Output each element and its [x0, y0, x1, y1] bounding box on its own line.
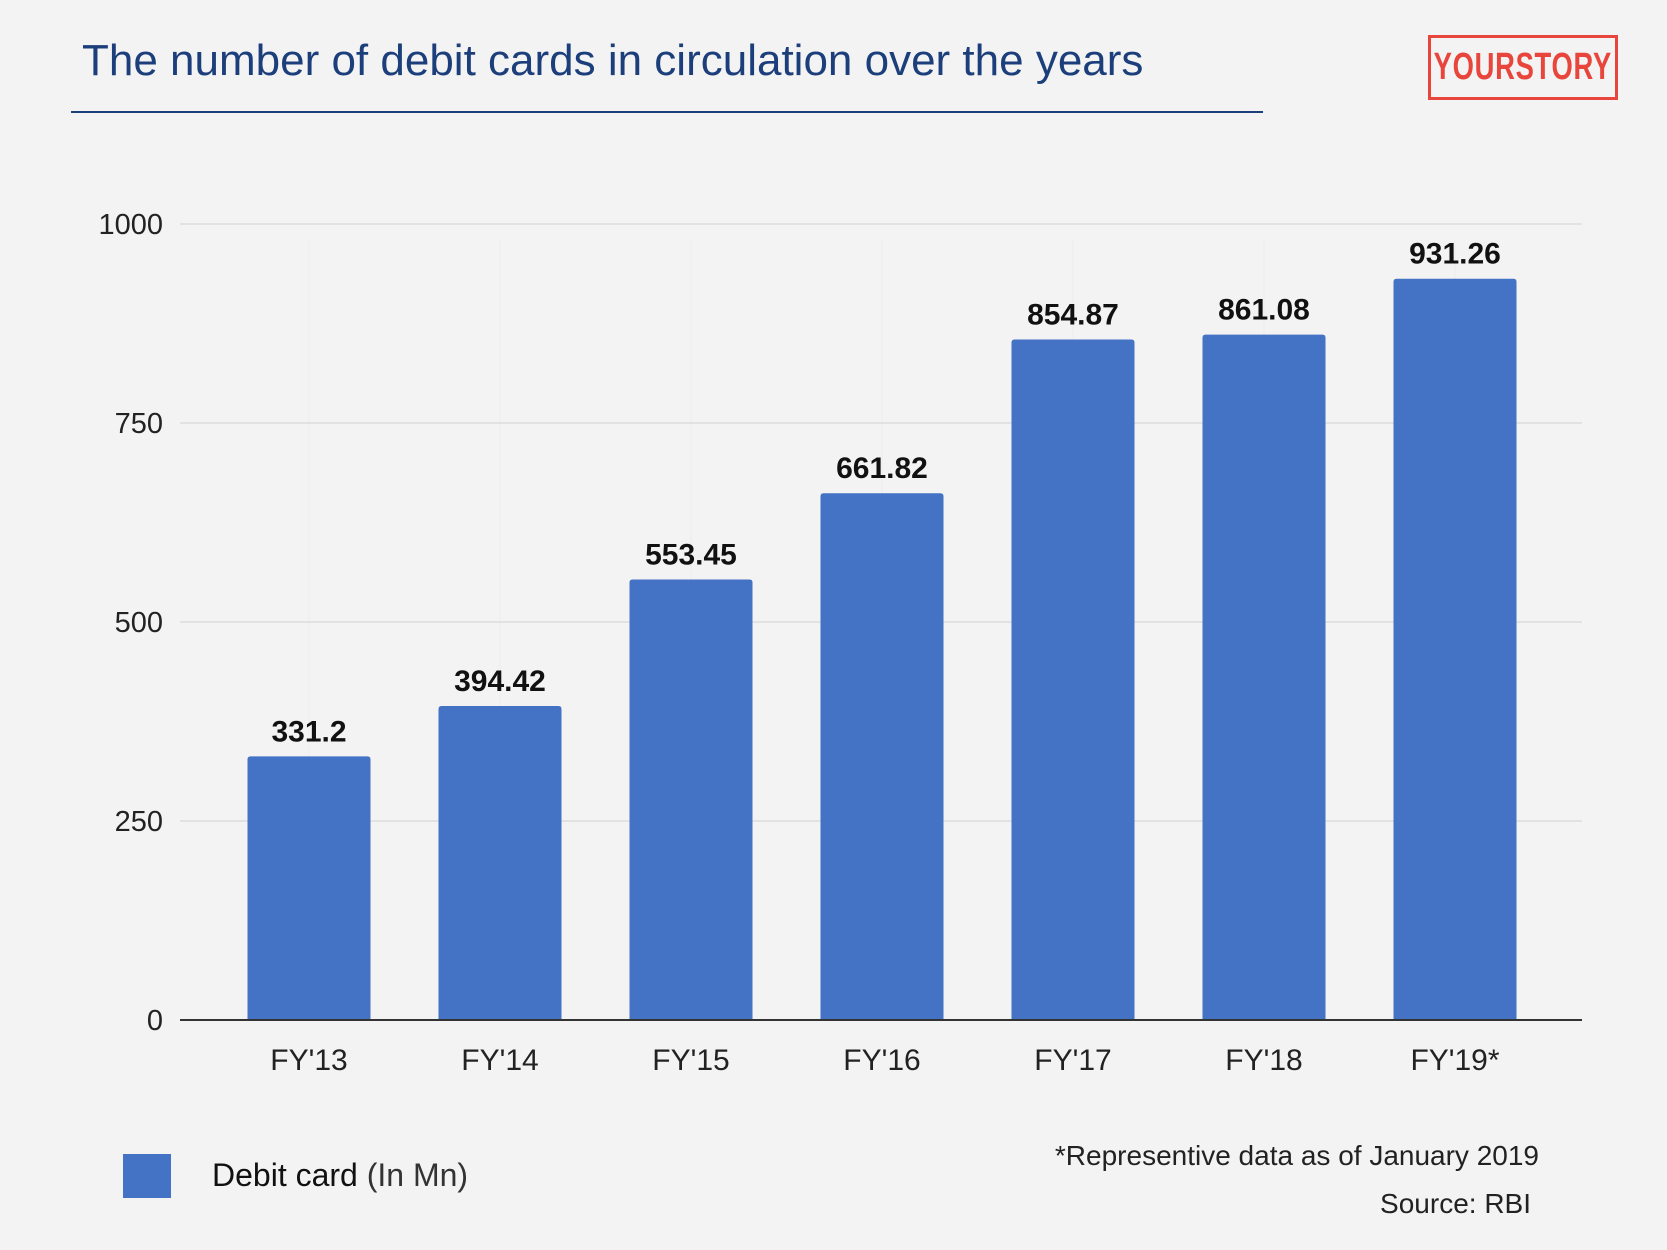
- legend-series-name: Debit card: [212, 1157, 358, 1193]
- data-label: 861.08: [1218, 294, 1310, 327]
- x-tick-label: FY'14: [461, 1044, 538, 1077]
- y-tick-label: 250: [115, 806, 163, 838]
- data-label: 661.82: [836, 452, 928, 485]
- y-tick-label: 750: [115, 408, 163, 440]
- data-label: 931.26: [1409, 238, 1501, 271]
- title-underline: [71, 111, 1263, 113]
- yourstory-logo: YOURSTORY: [1428, 35, 1618, 100]
- y-tick-label: 500: [115, 607, 163, 639]
- bar: [438, 706, 562, 1020]
- x-tick-label: FY'19*: [1410, 1044, 1499, 1077]
- footnote: *Representive data as of January 2019: [1054, 1140, 1539, 1171]
- legend-unit: (In Mn): [366, 1157, 469, 1193]
- source-note: Source: RBI: [1380, 1188, 1531, 1219]
- y-tick-label: 1000: [98, 209, 163, 241]
- y-tick-label: 0: [147, 1005, 163, 1037]
- bar: [1393, 278, 1517, 1020]
- x-tick-label: FY'15: [652, 1044, 729, 1077]
- legend-label: Debit card (In Mn): [212, 1157, 468, 1194]
- bar: [1011, 339, 1135, 1021]
- x-tick-label: FY'13: [270, 1044, 347, 1077]
- logo-text: YOURSTORY: [1433, 46, 1613, 88]
- data-label: 553.45: [645, 538, 737, 571]
- data-label: 331.2: [271, 715, 346, 748]
- data-label: 854.87: [1027, 299, 1119, 332]
- bar: [1202, 334, 1326, 1020]
- x-tick-label: FY'18: [1225, 1044, 1302, 1077]
- chart-title: The number of debit cards in circulation…: [82, 36, 1144, 85]
- bar: [629, 579, 753, 1020]
- bar: [247, 756, 371, 1020]
- legend-swatch: [123, 1154, 171, 1198]
- bar: [820, 493, 944, 1020]
- x-tick-label: FY'17: [1034, 1044, 1111, 1077]
- data-label: 394.42: [454, 665, 546, 698]
- x-tick-label: FY'16: [843, 1044, 920, 1077]
